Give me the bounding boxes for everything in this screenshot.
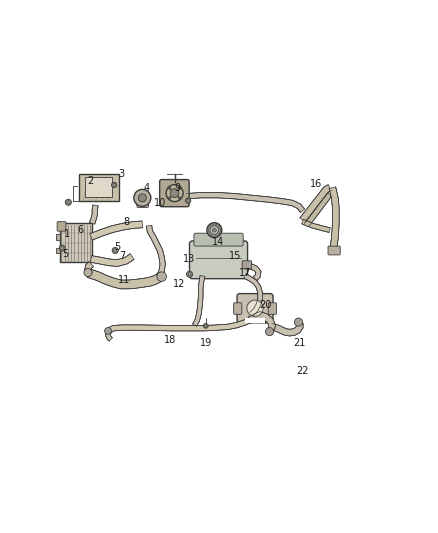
Text: 19: 19 <box>200 338 212 348</box>
FancyBboxPatch shape <box>159 180 189 207</box>
Circle shape <box>187 271 193 277</box>
Polygon shape <box>107 318 251 333</box>
Circle shape <box>105 328 111 334</box>
Text: 12: 12 <box>173 279 185 289</box>
Circle shape <box>170 189 179 198</box>
Text: 3: 3 <box>118 169 124 179</box>
Circle shape <box>247 300 263 317</box>
Text: 13: 13 <box>183 254 195 264</box>
Circle shape <box>113 184 116 187</box>
Circle shape <box>111 182 117 188</box>
Polygon shape <box>89 205 98 224</box>
Polygon shape <box>304 193 332 227</box>
FancyBboxPatch shape <box>328 246 340 255</box>
Text: 18: 18 <box>164 335 176 345</box>
Polygon shape <box>329 187 339 250</box>
Text: 2: 2 <box>87 176 94 186</box>
Polygon shape <box>244 263 261 280</box>
Circle shape <box>265 328 274 336</box>
Circle shape <box>185 198 191 203</box>
Polygon shape <box>87 269 161 289</box>
Text: 11: 11 <box>118 275 131 285</box>
Text: 7: 7 <box>120 251 126 261</box>
Text: 9: 9 <box>174 183 180 193</box>
Circle shape <box>61 247 64 249</box>
Text: 1: 1 <box>64 229 70 239</box>
Circle shape <box>67 201 70 204</box>
Bar <box>85 177 113 197</box>
Text: 4: 4 <box>143 183 149 193</box>
Circle shape <box>138 194 146 202</box>
Polygon shape <box>85 262 94 274</box>
Bar <box>245 318 265 323</box>
Circle shape <box>207 223 222 238</box>
Bar <box>56 235 60 240</box>
Polygon shape <box>91 254 134 266</box>
Circle shape <box>169 197 171 199</box>
FancyBboxPatch shape <box>190 241 247 279</box>
Polygon shape <box>90 221 143 240</box>
Circle shape <box>178 197 181 199</box>
Bar <box>60 223 92 262</box>
Bar <box>56 248 60 253</box>
Circle shape <box>166 184 183 201</box>
Circle shape <box>212 228 216 232</box>
Circle shape <box>84 269 92 277</box>
Bar <box>78 174 119 201</box>
Circle shape <box>178 187 181 190</box>
Polygon shape <box>302 220 330 232</box>
Text: 22: 22 <box>296 366 309 376</box>
Polygon shape <box>271 324 303 336</box>
FancyBboxPatch shape <box>233 303 242 314</box>
Circle shape <box>134 189 151 206</box>
Circle shape <box>59 245 65 251</box>
Text: 20: 20 <box>259 300 272 310</box>
FancyBboxPatch shape <box>268 303 276 314</box>
Text: 15: 15 <box>229 251 241 261</box>
FancyBboxPatch shape <box>137 196 148 207</box>
Text: 10: 10 <box>154 198 166 208</box>
Text: 8: 8 <box>123 216 129 227</box>
Circle shape <box>188 273 191 276</box>
Polygon shape <box>193 276 205 326</box>
Circle shape <box>112 247 118 254</box>
Text: 14: 14 <box>212 237 224 247</box>
Text: 17: 17 <box>239 268 251 278</box>
Text: 6: 6 <box>77 225 83 235</box>
FancyBboxPatch shape <box>57 222 66 231</box>
FancyBboxPatch shape <box>237 294 273 323</box>
Polygon shape <box>146 225 166 277</box>
Polygon shape <box>248 312 276 330</box>
Text: 5: 5 <box>114 242 121 252</box>
Circle shape <box>205 325 207 327</box>
FancyBboxPatch shape <box>242 261 251 269</box>
Circle shape <box>113 249 117 252</box>
Text: 16: 16 <box>310 179 322 189</box>
Circle shape <box>210 225 219 235</box>
Circle shape <box>203 324 208 328</box>
Circle shape <box>294 318 303 326</box>
Circle shape <box>65 199 71 205</box>
FancyBboxPatch shape <box>194 233 243 246</box>
Polygon shape <box>106 332 113 341</box>
Polygon shape <box>244 274 262 316</box>
Text: 5: 5 <box>62 249 68 259</box>
Circle shape <box>187 199 190 202</box>
Polygon shape <box>187 192 305 213</box>
Circle shape <box>169 187 171 190</box>
Text: 21: 21 <box>293 338 305 348</box>
Polygon shape <box>300 184 331 222</box>
Circle shape <box>157 272 166 281</box>
